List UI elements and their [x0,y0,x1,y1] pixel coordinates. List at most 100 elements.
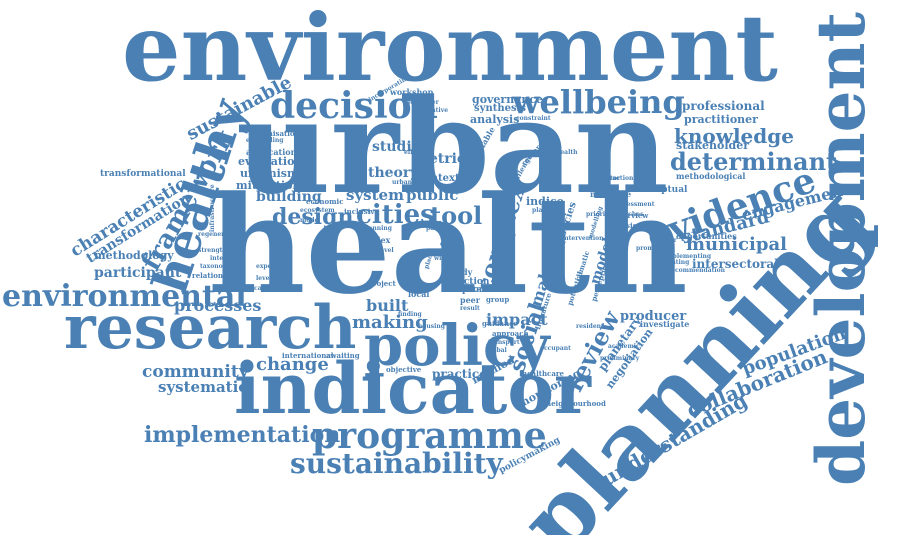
word-narrative: narrative [590,189,632,199]
word-environmental: environmental [2,279,247,314]
word-policy: policy [364,313,550,379]
word-public: public [406,186,459,204]
word-promoting: promoting [636,245,672,252]
word-producer: producer [620,309,687,324]
word-urban: urban [236,70,669,223]
word-investigate: investigate [640,319,690,329]
word-global: global [486,347,507,354]
word-processes: processes [174,296,262,315]
word-sustainability: sustainability [290,447,503,480]
word-cities: cities [356,200,435,230]
word-relationship: relationship [192,271,240,280]
word-local: local [408,289,430,299]
word-determinant: determinant [670,147,838,176]
word-leveraging: leveraging [256,275,292,282]
word-tool: tool [430,201,483,230]
word-intervention: intervention [562,235,604,242]
word-practitioner: practitioner [684,113,758,126]
word-decision: decision [270,85,438,127]
word-synthesis: synthesis [474,103,527,114]
word-occupant: occupant [540,345,571,352]
word-healthcare: healthcare [522,369,564,378]
word-planning-small: planning [362,225,392,232]
word-objective: objective [386,365,422,374]
word-design: design [272,204,354,230]
word-implementing: implementing [664,253,712,260]
word-integrated: integrated [210,255,246,262]
word-systematic: systematic [158,378,248,396]
word-academic: academic [608,343,640,350]
word-wider: wider [434,255,453,262]
word-economic: economic [306,197,344,206]
word-municipal: municipal [686,234,787,255]
word-ecosystem: ecosystem [300,207,335,214]
word-change: change [256,354,329,375]
word-pathway: pathway [426,225,454,232]
word-interview: interview [612,211,649,220]
word-experience: experience [256,263,293,270]
word-housing: housing [418,323,445,330]
word-system: system [346,186,404,204]
word-health-small: health [556,149,578,156]
word-community: community [142,362,249,382]
word-taxonomy: taxonomy [200,263,233,270]
word-infrastructure: infrastructure [209,184,216,232]
word-analysis: analysis [470,113,520,126]
word-qualitative: qualitative [412,107,449,114]
word-neighbourhood: neighbourhood [546,399,606,408]
word-environment: environment [122,0,778,102]
word-conceptual: conceptual [632,185,688,195]
word-studies: studies [372,139,429,155]
word-factor: factor [600,175,621,182]
word-application: application [246,147,297,157]
word-mitigation: mitigation [236,179,301,192]
word-constraint: constraint [516,115,551,122]
word-result: result [460,305,480,312]
word-workshop: workshop [390,87,434,97]
word-transformational: transformational [100,169,186,179]
word-proc: proc [462,285,485,295]
word-translating: translating [652,259,690,266]
word-recommendation: recommendation [668,267,726,274]
word-theory: theory [368,165,419,181]
word-project: project [368,279,396,288]
word-effect: effect [404,149,423,156]
word-impact: impact [486,310,548,329]
word-physical: physical [612,221,645,230]
word-preliminary: preliminary [600,355,640,362]
word-index: index [366,235,391,245]
word-urbanism: urbanism [240,167,299,180]
word-searches: searches [614,211,644,218]
word-peer: peer [460,295,480,305]
word-sector: sector [656,237,677,244]
word-professional: professional [682,99,765,113]
word-approach: approach [492,329,529,338]
word-action: action [458,277,490,287]
word-interaction: interaction [596,175,634,182]
word-scale: scale [402,259,420,266]
word-evaluation: evaluation [238,155,303,168]
word-governance: governance [472,93,544,106]
word-finding: finding [398,311,422,318]
word-group: group [486,295,510,304]
word-organisation: organisation [250,129,300,138]
word-resident: resident [576,323,604,330]
word-guidance: guidance [482,319,518,328]
word-data: data [460,285,483,295]
word-context: context [418,173,460,184]
word-regeneration: regeneration [198,231,242,238]
word-development: development [802,11,880,486]
word-practice: practice [432,367,487,381]
word-inclusive: inclusive [344,207,379,216]
word-stakeholder: stakeholder [676,139,750,152]
word-study: study [448,267,473,277]
word-city: city [440,239,455,248]
word-priority: priority [586,211,612,218]
word-methodological: methodological [676,171,746,181]
word-strengthening: strengthening [198,247,246,254]
word-indicator: indicator [234,347,591,430]
word-research: research [64,293,357,363]
word-transport: transport [488,339,520,346]
word-opportunities: opportunities [676,231,737,241]
